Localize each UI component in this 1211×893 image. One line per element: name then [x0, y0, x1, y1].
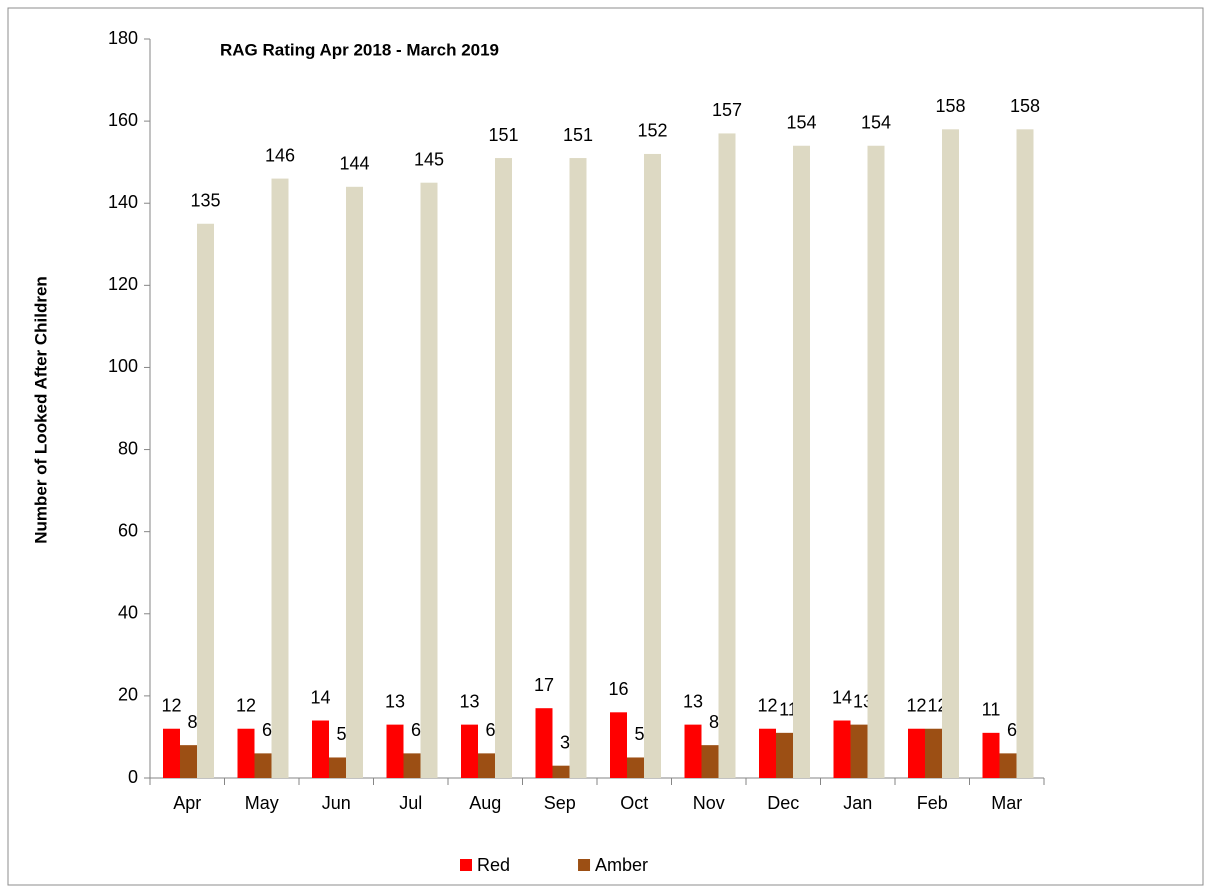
bar: [833, 720, 851, 778]
data-label: 8: [709, 712, 719, 732]
bar: [644, 153, 661, 778]
bar: [403, 753, 421, 778]
x-tick-label: Nov: [693, 793, 725, 813]
y-tick-label: 60: [118, 520, 138, 540]
x-tick-label: Sep: [544, 793, 576, 813]
bar: [982, 732, 1000, 778]
data-label: 14: [310, 687, 330, 707]
data-label: 16: [608, 679, 628, 699]
x-tick-label: Mar: [991, 793, 1022, 813]
bar: [908, 728, 925, 778]
legend-swatch: [578, 859, 591, 871]
bar: [999, 753, 1017, 778]
bar: [180, 745, 197, 778]
legend-swatch: [460, 859, 472, 871]
data-label: 154: [861, 112, 891, 132]
x-tick-label: Apr: [173, 793, 201, 813]
data-label: 3: [560, 732, 570, 752]
data-label: 151: [488, 125, 518, 145]
data-label: 13: [459, 691, 479, 711]
y-tick-label: 20: [118, 685, 138, 705]
x-tick-label: May: [245, 793, 279, 813]
bar: [329, 757, 346, 778]
data-label: 146: [265, 145, 295, 165]
bar: [197, 223, 214, 778]
data-label: 154: [786, 112, 816, 132]
legend-label: Amber: [595, 855, 648, 875]
data-label: 6: [411, 720, 421, 740]
bar: [627, 757, 644, 778]
bar: [254, 753, 272, 778]
bar: [776, 732, 793, 778]
bar: [942, 129, 959, 779]
data-label: 14: [832, 687, 852, 707]
data-label: 6: [485, 720, 495, 740]
bar: [850, 724, 868, 778]
y-tick-label: 80: [118, 438, 138, 458]
y-tick-label: 0: [128, 767, 138, 787]
bar: [386, 724, 404, 778]
bar: [312, 720, 329, 778]
bar: [237, 728, 255, 778]
bar: [420, 182, 438, 778]
data-label: 144: [339, 154, 369, 174]
bar: [163, 728, 180, 778]
bar: [701, 745, 719, 778]
bar: [535, 708, 553, 778]
y-tick-label: 160: [108, 110, 138, 130]
data-label: 5: [336, 724, 346, 744]
x-tick-label: Oct: [620, 793, 648, 813]
data-label: 6: [1007, 720, 1017, 740]
data-label: 158: [1010, 96, 1040, 116]
y-tick-label: 140: [108, 192, 138, 212]
data-label: 8: [187, 712, 197, 732]
bar: [271, 178, 289, 779]
x-tick-label: Jul: [399, 793, 422, 813]
y-tick-label: 100: [108, 356, 138, 376]
y-tick-label: 40: [118, 603, 138, 623]
bar: [867, 145, 885, 778]
y-axis-label: Number of Looked After Children: [31, 276, 50, 544]
data-label: 152: [637, 121, 667, 141]
data-label: 13: [385, 691, 405, 711]
bar: [925, 728, 942, 778]
data-label: 17: [534, 675, 554, 695]
data-label: 12: [906, 695, 926, 715]
data-label: 145: [414, 149, 444, 169]
bar: [684, 724, 702, 778]
bar: [569, 158, 587, 779]
x-tick-label: Jan: [843, 793, 872, 813]
bar: [346, 186, 363, 779]
data-label: 158: [935, 96, 965, 116]
data-label: 13: [683, 691, 703, 711]
bar: [759, 728, 776, 778]
bar: [1016, 129, 1034, 779]
y-tick-label: 180: [108, 28, 138, 48]
x-tick-label: Aug: [469, 793, 501, 813]
data-label: 151: [563, 125, 593, 145]
legend-label: Red: [477, 855, 510, 875]
chart-title: RAG Rating Apr 2018 - March 2019: [220, 40, 499, 59]
data-label: 135: [190, 191, 220, 211]
bar: [552, 765, 570, 778]
data-label: 12: [757, 695, 777, 715]
data-label: 12: [236, 695, 256, 715]
bar: [610, 712, 627, 778]
data-label: 6: [262, 720, 272, 740]
bar: [495, 158, 512, 779]
y-tick-label: 120: [108, 274, 138, 294]
data-label: 11: [982, 700, 1001, 720]
x-tick-label: Dec: [767, 793, 799, 813]
bar: [793, 145, 810, 778]
bar: [718, 133, 736, 778]
data-label: 5: [634, 724, 644, 744]
data-label: 157: [712, 100, 742, 120]
data-label: 12: [161, 695, 181, 715]
x-tick-label: Jun: [322, 793, 351, 813]
bar: [478, 753, 495, 778]
bar: [461, 724, 478, 778]
x-tick-label: Feb: [917, 793, 948, 813]
